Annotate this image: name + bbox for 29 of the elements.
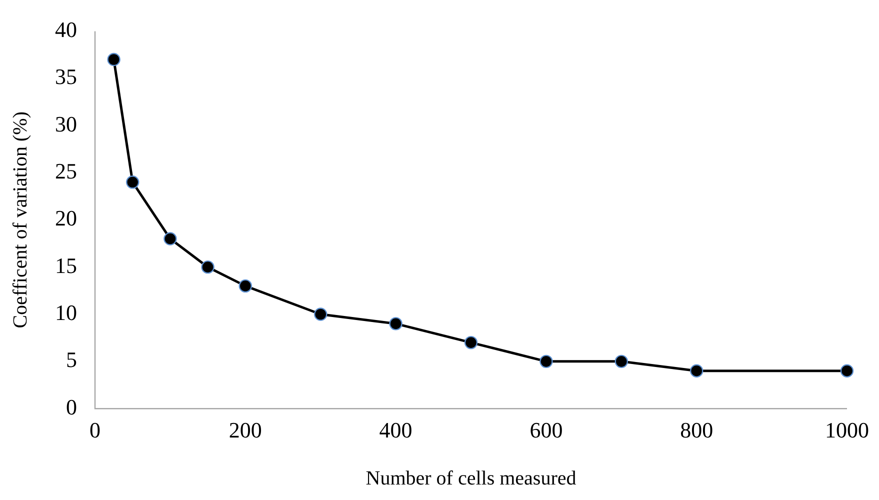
y-tick-label: 15 xyxy=(55,252,77,278)
point xyxy=(126,176,140,189)
y-axis-title: Coefficent of variation (%) xyxy=(9,112,32,328)
x-tick-label: 800 xyxy=(680,418,714,443)
y-tick-label: 10 xyxy=(55,300,77,326)
point xyxy=(107,52,120,66)
point xyxy=(540,354,553,368)
point xyxy=(201,260,214,274)
y-tick-label: 5 xyxy=(66,347,77,372)
x-axis-title: Number of cells measured xyxy=(366,467,576,490)
y-tick-label: 25 xyxy=(55,158,77,184)
point xyxy=(389,317,402,330)
point xyxy=(238,279,252,293)
x-tick-label: 1000 xyxy=(825,418,869,443)
point xyxy=(164,232,177,246)
point xyxy=(690,364,704,378)
x-tick-label: 0 xyxy=(90,418,100,443)
y-tick-label: 35 xyxy=(55,64,77,90)
y-tick-label: 20 xyxy=(55,206,77,231)
point xyxy=(840,364,854,378)
y-tick-label: 0 xyxy=(66,394,77,420)
x-tick-label: 400 xyxy=(379,418,412,443)
point xyxy=(614,354,628,368)
y-tick-label: 30 xyxy=(55,111,77,136)
x-tick-label: 600 xyxy=(530,418,563,443)
point xyxy=(464,336,478,350)
x-tick-label: 200 xyxy=(228,418,262,443)
y-tick-label: 40 xyxy=(55,16,77,42)
point xyxy=(314,308,328,321)
